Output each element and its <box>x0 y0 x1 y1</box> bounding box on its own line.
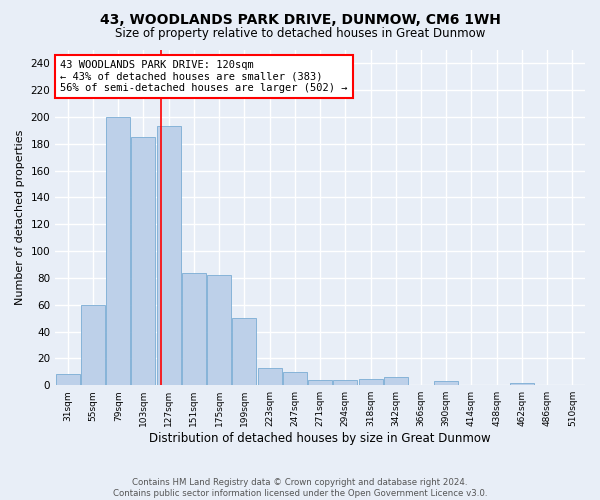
Bar <box>434 381 458 385</box>
Bar <box>131 137 155 385</box>
Bar <box>257 368 281 385</box>
Bar <box>106 117 130 385</box>
Bar <box>207 276 231 385</box>
Bar <box>56 374 80 385</box>
Bar <box>359 378 383 385</box>
X-axis label: Distribution of detached houses by size in Great Dunmow: Distribution of detached houses by size … <box>149 432 491 445</box>
Text: Contains HM Land Registry data © Crown copyright and database right 2024.
Contai: Contains HM Land Registry data © Crown c… <box>113 478 487 498</box>
Bar <box>510 382 534 385</box>
Bar <box>182 272 206 385</box>
Text: 43, WOODLANDS PARK DRIVE, DUNMOW, CM6 1WH: 43, WOODLANDS PARK DRIVE, DUNMOW, CM6 1W… <box>100 12 500 26</box>
Y-axis label: Number of detached properties: Number of detached properties <box>15 130 25 306</box>
Bar <box>334 380 357 385</box>
Bar <box>384 377 408 385</box>
Bar <box>283 372 307 385</box>
Bar <box>232 318 256 385</box>
Bar <box>157 126 181 385</box>
Text: 43 WOODLANDS PARK DRIVE: 120sqm
← 43% of detached houses are smaller (383)
56% o: 43 WOODLANDS PARK DRIVE: 120sqm ← 43% of… <box>61 60 348 94</box>
Bar <box>308 380 332 385</box>
Bar <box>81 305 105 385</box>
Text: Size of property relative to detached houses in Great Dunmow: Size of property relative to detached ho… <box>115 28 485 40</box>
